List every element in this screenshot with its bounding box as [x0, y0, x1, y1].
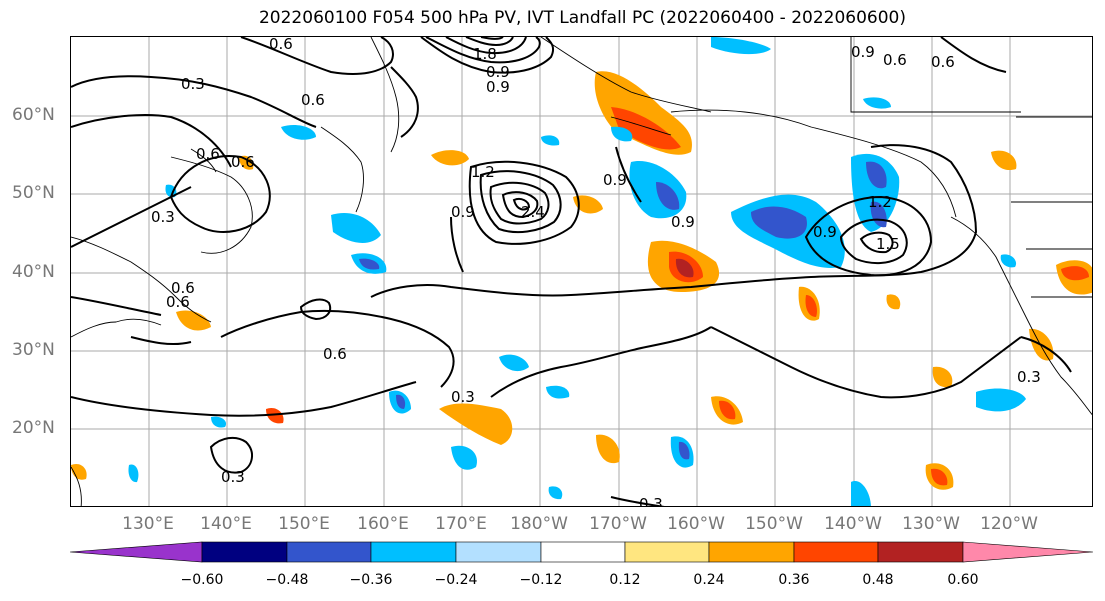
lon-label: 170°W [589, 514, 647, 534]
contour-label: 0.6 [883, 51, 907, 69]
lat-label: 60°N [12, 105, 55, 125]
colorbar-tick: −0.60 [180, 572, 224, 588]
contour-label: 0.6 [231, 153, 255, 171]
lon-label: 180°W [510, 514, 568, 534]
lon-label: 170°E [435, 514, 487, 534]
contour-label: 0.6 [931, 53, 955, 71]
colorbar-cell [370, 541, 457, 563]
contour-label: 0.6 [269, 37, 293, 53]
contour-label: 0.9 [486, 63, 510, 81]
colorbar-tick: −0.12 [519, 572, 563, 588]
colorbar-cell [708, 541, 795, 563]
colorbar-tick: 0.48 [862, 572, 894, 588]
colorbar-tick: 0.36 [778, 572, 810, 588]
contour-label: 0.9 [451, 203, 475, 221]
lat-label: 20°N [12, 418, 55, 438]
contour-label: 0.9 [486, 78, 510, 96]
contour-label: 1.5 [876, 235, 900, 253]
contour-label: 1.8 [473, 45, 497, 63]
contour-label: 0.6 [323, 345, 347, 363]
lon-label: 120°W [980, 514, 1038, 534]
graticule [71, 37, 1092, 506]
contour-label: 0.3 [221, 468, 245, 486]
contour-label: 0.9 [603, 171, 627, 189]
colorbar-tick: 0.60 [947, 572, 979, 588]
contour-label: 0.9 [671, 213, 695, 231]
lat-label: 50°N [12, 183, 55, 203]
colorbar-tick: 0.24 [693, 572, 725, 588]
contour-label: 2.4 [521, 203, 545, 221]
map-panel: 0.3 0.6 0.6 0.6 0.6 0.9 0.9 0.9 1.2 1.5 … [70, 36, 1093, 507]
colorbar-cell [70, 541, 203, 563]
contour-label: 0.6 [171, 279, 195, 297]
contour-label: 0.9 [851, 43, 875, 61]
colorbar [70, 541, 1094, 563]
colorbar-cell [540, 541, 626, 563]
map-title: 2022060100 F054 500 hPa PV, IVT Landfall… [258, 8, 906, 28]
contour-label: 0.3 [451, 388, 475, 406]
colorbar-tick: 0.12 [609, 572, 641, 588]
contour-label: 0.3 [639, 495, 663, 507]
contour-label: 0.3 [181, 75, 205, 93]
contour-label: 0.6 [166, 293, 190, 311]
contour-label: 1.2 [868, 193, 892, 211]
map-canvas: 0.3 0.6 0.6 0.6 0.6 0.9 0.9 0.9 1.2 1.5 … [71, 37, 1092, 507]
colorbar-cell [793, 541, 879, 563]
lat-label: 40°N [12, 262, 55, 282]
contour-label: 1.2 [471, 163, 495, 181]
colorbar-cell [962, 541, 1094, 563]
contour-label: 0.3 [1017, 368, 1041, 386]
colorbar-cell [877, 541, 964, 563]
contour-label: 0.6 [301, 91, 325, 109]
colorbar-cell [286, 541, 372, 563]
contour-label: 0.9 [813, 223, 837, 241]
pv-positive-anomalies [71, 71, 1092, 490]
colorbar-cell [624, 541, 710, 563]
pv-contours [71, 37, 1072, 506]
colorbar-cell [201, 541, 288, 563]
lat-label: 30°N [12, 340, 55, 360]
lon-label: 130°E [122, 514, 174, 534]
contour-label: 0.3 [151, 208, 175, 226]
lon-label: 140°E [200, 514, 252, 534]
contour-labels: 0.3 0.6 0.6 0.6 0.6 0.9 0.9 0.9 1.2 1.5 … [151, 37, 1041, 507]
lon-label: 140°W [824, 514, 882, 534]
coastlines [71, 37, 1092, 506]
contour-label: 0.6 [196, 145, 220, 163]
lon-label: 160°W [667, 514, 725, 534]
lon-label: 130°W [902, 514, 960, 534]
colorbar-tick: −0.48 [265, 572, 309, 588]
colorbar-tick: −0.24 [434, 572, 478, 588]
pv-negative-anomalies [128, 37, 1026, 506]
colorbar-tick: −0.36 [349, 572, 393, 588]
lon-label: 150°E [278, 514, 330, 534]
lon-label: 150°W [745, 514, 803, 534]
colorbar-cell [455, 541, 542, 563]
lon-label: 160°E [357, 514, 409, 534]
